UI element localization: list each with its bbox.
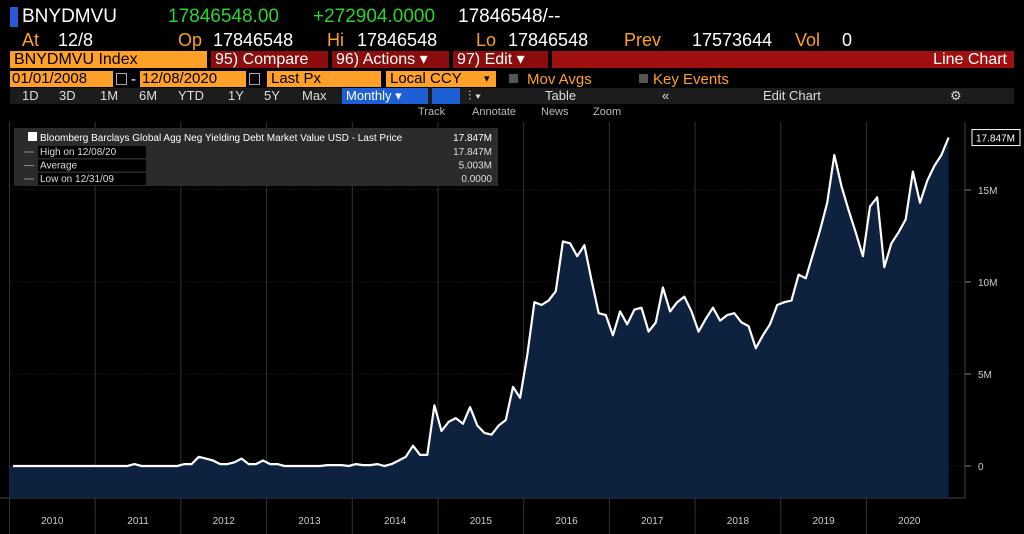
x-tick-label: 2015 bbox=[470, 516, 493, 527]
button[interactable]: 97) Edit ▾ bbox=[453, 51, 548, 68]
ticker: BNYDMVU bbox=[22, 6, 118, 27]
value: 17846548 bbox=[508, 30, 589, 50]
value: 12/8 bbox=[58, 30, 94, 50]
stat-value: 5.003M bbox=[459, 161, 492, 172]
settings[interactable]: ⚙ bbox=[950, 88, 962, 103]
period[interactable]: YTD bbox=[178, 88, 204, 103]
label: At bbox=[22, 30, 40, 50]
period-bar bbox=[10, 88, 1014, 104]
button[interactable]: 96) Actions ▾ bbox=[332, 51, 449, 68]
value: 0 bbox=[842, 30, 853, 50]
x-tick-label: 2019 bbox=[812, 516, 835, 527]
value: 17846548 bbox=[357, 30, 438, 50]
stat-highlight bbox=[38, 173, 146, 185]
table-button[interactable]: Table bbox=[545, 88, 577, 103]
chart-type-bar: Line Chart bbox=[552, 51, 1014, 68]
ticker-marker bbox=[10, 7, 18, 27]
stat-label: Average bbox=[40, 161, 78, 172]
x-tick-label: 2014 bbox=[384, 516, 407, 527]
tool[interactable]: Annotate bbox=[472, 106, 517, 118]
bid-ask: 17846548/-- bbox=[458, 6, 561, 27]
period[interactable]: Max bbox=[302, 88, 327, 103]
security-field[interactable]: BNYDMVU Index bbox=[10, 51, 207, 68]
x-tick-label: 2018 bbox=[727, 516, 750, 527]
stat-highlight bbox=[38, 159, 146, 172]
period[interactable]: 1D bbox=[22, 88, 39, 103]
last-value-box bbox=[971, 129, 1021, 147]
dropdown-arrow[interactable]: ▾ bbox=[484, 71, 496, 87]
calendar-icon[interactable] bbox=[249, 73, 260, 85]
checkbox[interactable] bbox=[639, 74, 648, 83]
period[interactable]: 1Y bbox=[228, 88, 244, 103]
x-tick-label: 2012 bbox=[213, 516, 236, 527]
area bbox=[9, 137, 949, 498]
value: 17846548 bbox=[213, 30, 294, 50]
y-tick-label: 5M bbox=[978, 370, 992, 381]
value: 17573644 bbox=[692, 30, 773, 50]
line bbox=[13, 137, 950, 468]
legend-value: 17.847M bbox=[453, 133, 492, 144]
tool[interactable]: Track bbox=[418, 106, 446, 118]
button[interactable]: 95) Compare bbox=[211, 51, 328, 68]
label: Hi bbox=[327, 30, 344, 50]
x-tick-label: 2013 bbox=[298, 516, 321, 527]
end-date[interactable]: 12/08/2020 bbox=[140, 71, 246, 87]
option[interactable]: Mov Avgs bbox=[527, 71, 592, 88]
label: Vol bbox=[795, 30, 821, 50]
stat-highlight bbox=[38, 146, 146, 158]
y-tick-label: 10M bbox=[978, 278, 997, 289]
label: Lo bbox=[476, 30, 497, 50]
period[interactable]: 1M bbox=[100, 88, 119, 103]
legend-name: Bloomberg Barclays Global Agg Neg Yieldi… bbox=[40, 133, 403, 144]
option[interactable]: Key Events bbox=[653, 71, 729, 88]
stat-value: 17.847M bbox=[453, 147, 492, 158]
y-tick-label: 0 bbox=[978, 462, 984, 473]
period[interactable]: 6M bbox=[139, 88, 158, 103]
last-value-label: 17.847M bbox=[976, 134, 1015, 145]
edit-chart[interactable]: Edit Chart bbox=[763, 88, 821, 103]
collapse-button[interactable]: « bbox=[662, 88, 670, 103]
bar-icon[interactable]: ⫶ ▾ bbox=[468, 88, 482, 103]
legend-swatch bbox=[28, 132, 37, 141]
x-tick-label: 2016 bbox=[555, 516, 578, 527]
stat-label: Low on 12/31/09 bbox=[40, 174, 114, 185]
x-tick-label: 2011 bbox=[127, 516, 149, 527]
change: +272904.0000 bbox=[313, 7, 436, 26]
x-tick-label: 2017 bbox=[641, 516, 664, 527]
label: Op bbox=[178, 30, 203, 50]
last-price: 17846548.00 bbox=[168, 7, 279, 26]
calendar-icon[interactable] bbox=[116, 73, 127, 85]
x-tick-label: 2010 bbox=[41, 516, 64, 527]
tool[interactable]: Zoom bbox=[593, 106, 622, 118]
currency-select[interactable]: Local CCY bbox=[386, 71, 488, 87]
y-tick-label: 15M bbox=[978, 186, 997, 197]
period[interactable]: 5Y bbox=[264, 88, 280, 103]
checkbox[interactable] bbox=[509, 74, 518, 83]
label: Prev bbox=[624, 30, 662, 50]
stat-label: High on 12/08/20 bbox=[40, 147, 117, 158]
field-select[interactable]: Last Px bbox=[267, 71, 381, 87]
line-icon[interactable] bbox=[432, 88, 460, 104]
x-tick-label: 2020 bbox=[898, 516, 921, 527]
frequency-select[interactable]: Monthly ▾ bbox=[342, 88, 428, 104]
stat-value: 0.0000 bbox=[461, 174, 492, 185]
start-date[interactable]: 01/01/2008 bbox=[10, 71, 113, 87]
tool[interactable]: News bbox=[541, 106, 569, 118]
period[interactable]: 3D bbox=[59, 88, 76, 103]
